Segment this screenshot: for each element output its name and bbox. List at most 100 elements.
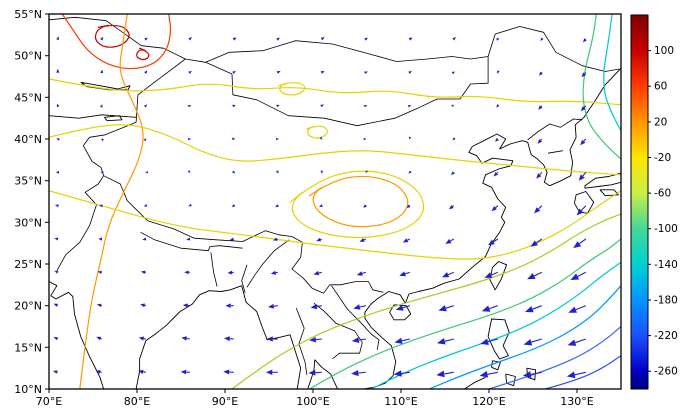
wind-arrow-head bbox=[445, 238, 452, 244]
wind-arrow bbox=[496, 104, 500, 108]
wind-arrow-head bbox=[229, 237, 234, 241]
wind-arrow-shaft bbox=[402, 305, 410, 309]
wind-arrow-shaft bbox=[574, 371, 586, 376]
wind-arrow bbox=[451, 171, 455, 176]
wind-arrow-head bbox=[365, 170, 368, 173]
wind-arrow-head bbox=[98, 237, 102, 241]
border-path bbox=[82, 58, 384, 294]
x-tick-label: 130°E bbox=[560, 395, 593, 408]
wind-arrow bbox=[231, 204, 236, 208]
wind-arrow bbox=[570, 271, 587, 280]
wind-arrow-head bbox=[566, 371, 576, 379]
wind-arrow-head bbox=[144, 70, 148, 74]
wind-arrow bbox=[452, 36, 456, 41]
wind-arrow bbox=[566, 371, 586, 379]
wind-arrow-head bbox=[451, 171, 455, 176]
contour-line bbox=[49, 78, 621, 106]
wind-arrow-shaft bbox=[142, 371, 146, 373]
wind-arrow-head bbox=[580, 139, 586, 146]
wind-arrow-head bbox=[495, 137, 499, 142]
wind-arrow bbox=[138, 336, 146, 341]
wind-arrow bbox=[436, 370, 454, 378]
wind-arrow-shaft bbox=[578, 238, 587, 245]
wind-arrow-shaft bbox=[489, 305, 498, 310]
wind-arrow-head bbox=[232, 70, 236, 74]
wind-arrow-shaft bbox=[487, 371, 498, 375]
wind-arrow-head bbox=[138, 369, 144, 374]
wind-arrow-head bbox=[143, 204, 148, 207]
wind-arrow-head bbox=[363, 137, 367, 141]
wind-arrow-head bbox=[231, 204, 236, 208]
border-path bbox=[547, 150, 563, 154]
wind-arrow bbox=[495, 137, 499, 142]
wind-arrow-head bbox=[53, 303, 58, 307]
colorbar-tick-label: -220 bbox=[654, 330, 678, 342]
wind-arrow-head bbox=[54, 270, 59, 274]
wind-arrow-shaft bbox=[445, 305, 454, 309]
contour-line bbox=[309, 238, 621, 389]
wind-arrow-head bbox=[232, 170, 236, 174]
wind-arrow bbox=[581, 71, 587, 78]
wind-arrow-head bbox=[522, 371, 532, 378]
wind-arrow bbox=[319, 204, 323, 208]
wind-arrow-head bbox=[578, 174, 585, 181]
wind-arrow-head bbox=[534, 207, 541, 214]
wind-arrow-head bbox=[180, 369, 187, 375]
wind-arrow bbox=[484, 271, 499, 278]
wind-arrow bbox=[580, 105, 587, 112]
y-tick-label: 25°N bbox=[14, 258, 42, 271]
wind-arrow-head bbox=[227, 270, 233, 275]
wind-arrow-shaft bbox=[540, 138, 543, 141]
wind-arrow-head bbox=[184, 270, 189, 275]
wind-arrow-head bbox=[100, 69, 104, 74]
wind-arrow bbox=[138, 369, 146, 374]
wind-arrow-head bbox=[576, 208, 584, 216]
wind-arrow bbox=[56, 68, 60, 73]
wind-arrow-head bbox=[320, 36, 325, 41]
contour-line bbox=[278, 82, 306, 96]
wind-arrow-head bbox=[320, 70, 325, 74]
wind-arrow bbox=[394, 337, 410, 344]
wind-arrow-head bbox=[55, 171, 59, 174]
axes-group: 70°E 80°E 90°E 100°E 110°E 120°E 130°E 10°N 15°N… bbox=[14, 8, 622, 408]
wind-arrow-head bbox=[138, 336, 144, 341]
wind-arrow-head bbox=[181, 336, 187, 341]
wind-arrow-head bbox=[187, 105, 192, 108]
wind-arrow bbox=[142, 237, 147, 241]
wind-arrow bbox=[188, 203, 192, 207]
wind-arrow bbox=[445, 238, 455, 244]
wind-arrow bbox=[276, 104, 280, 108]
wind-arrow-head bbox=[583, 38, 587, 43]
wind-arrow-head bbox=[56, 138, 60, 141]
wind-arrow bbox=[351, 337, 366, 343]
wind-arrow bbox=[534, 205, 543, 214]
wind-arrow bbox=[536, 171, 543, 179]
wind-arrow bbox=[227, 270, 234, 275]
contour-line bbox=[428, 285, 621, 389]
wind-arrow bbox=[320, 36, 325, 41]
wind-arrow bbox=[232, 104, 236, 108]
wind-arrow-head bbox=[95, 370, 101, 374]
wind-arrow bbox=[272, 237, 278, 241]
wind-arrow-head bbox=[55, 204, 59, 208]
border-path bbox=[205, 56, 489, 127]
wind-arrow-head bbox=[580, 106, 586, 112]
wind-arrow bbox=[568, 305, 587, 313]
wind-arrow-head bbox=[363, 204, 367, 208]
wind-arrow bbox=[184, 270, 190, 275]
colorbar-tick-label: -140 bbox=[654, 259, 678, 271]
wind-arrow-head bbox=[573, 241, 582, 249]
wind-arrow-head bbox=[353, 304, 361, 310]
wind-arrow-head bbox=[363, 105, 368, 108]
wind-arrow bbox=[144, 70, 148, 74]
wind-arrow-head bbox=[568, 306, 577, 313]
wind-arrow-head bbox=[99, 204, 103, 208]
wind-arrow bbox=[525, 305, 542, 313]
wind-arrow-head bbox=[407, 105, 412, 108]
wind-arrow bbox=[408, 37, 413, 41]
wind-arrow-head bbox=[451, 104, 455, 107]
wind-arrow-head bbox=[538, 105, 543, 110]
wind-arrow-head bbox=[143, 138, 147, 142]
wind-arrow-shaft bbox=[487, 338, 498, 343]
